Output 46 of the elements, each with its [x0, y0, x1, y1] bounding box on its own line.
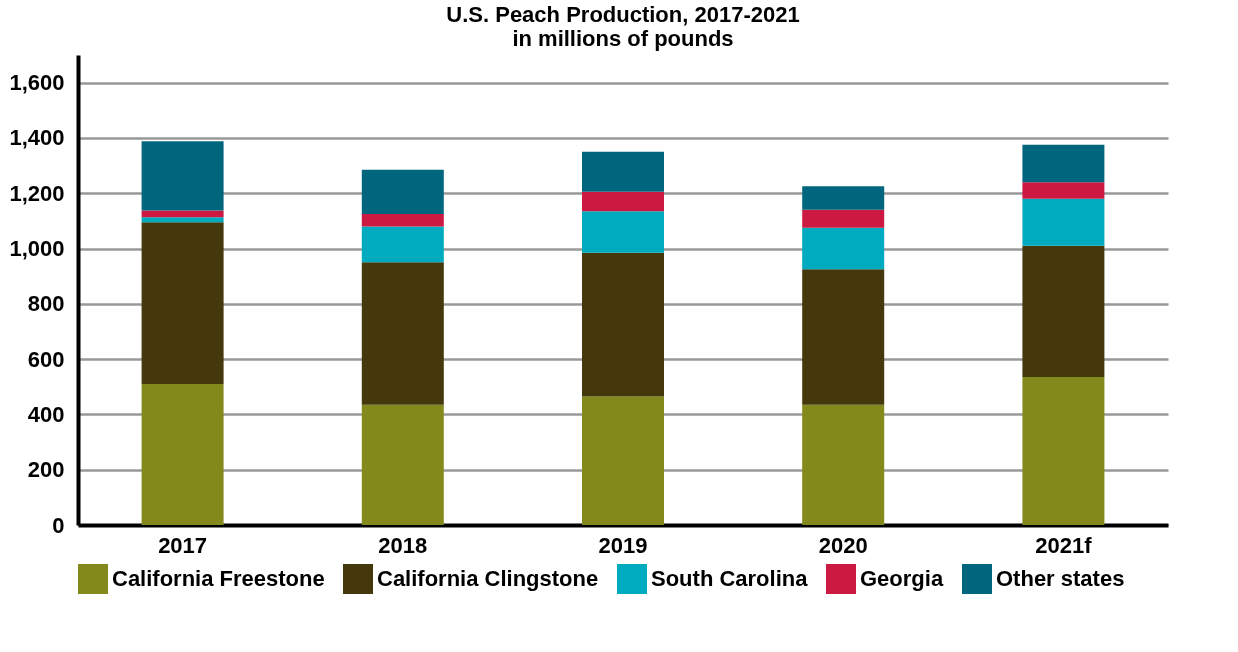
chart-title: U.S. Peach Production, 2017-2021: [446, 2, 800, 27]
bar: [802, 227, 885, 270]
bar: [802, 269, 885, 405]
bar: [582, 396, 664, 525]
bar: [1022, 182, 1105, 199]
bar: [1022, 245, 1105, 378]
y-tick-label: 600: [27, 346, 65, 372]
bar: [802, 186, 885, 210]
bar: [1022, 377, 1105, 525]
bar: [141, 141, 224, 211]
bar: [361, 262, 444, 405]
y-tick-label: 1,400: [9, 125, 65, 151]
y-tick-label: 200: [27, 457, 65, 483]
bar: [141, 217, 224, 223]
bar: [582, 151, 664, 192]
x-tick-label: 2020: [818, 532, 868, 558]
y-tick-label: 800: [27, 291, 65, 317]
x-tick-label: 2018: [378, 532, 428, 558]
bar: [141, 384, 224, 525]
legend-label: Other states: [996, 566, 1125, 591]
x-tick-label: 2019: [598, 532, 648, 558]
chart-subtitle: in millions of pounds: [512, 26, 734, 51]
bar: [141, 222, 224, 384]
y-tick-label: 1,600: [9, 70, 65, 96]
legend-label: California Freestone: [112, 566, 325, 591]
bar: [802, 209, 885, 228]
bar: [361, 169, 444, 214]
legend-label: California Clingstone: [377, 566, 599, 591]
legend-label: South Carolina: [651, 566, 809, 591]
bar: [361, 226, 444, 263]
y-tick-label: 0: [52, 512, 65, 538]
y-tick-label: 1,000: [9, 236, 65, 262]
bar: [361, 213, 444, 227]
x-tick-label: 2017: [158, 532, 208, 558]
bar: [1022, 144, 1105, 183]
legend-label: Georgia: [860, 566, 944, 591]
bar: [582, 252, 664, 397]
bar: [1022, 198, 1105, 246]
y-tick-label: 400: [27, 401, 65, 427]
bar: [141, 210, 224, 218]
y-tick-label: 1,200: [9, 180, 65, 206]
bar: [802, 404, 885, 525]
bar: [361, 404, 444, 525]
bar: [582, 191, 664, 212]
x-tick-label: 2021f: [1035, 532, 1093, 558]
bar: [582, 211, 664, 253]
